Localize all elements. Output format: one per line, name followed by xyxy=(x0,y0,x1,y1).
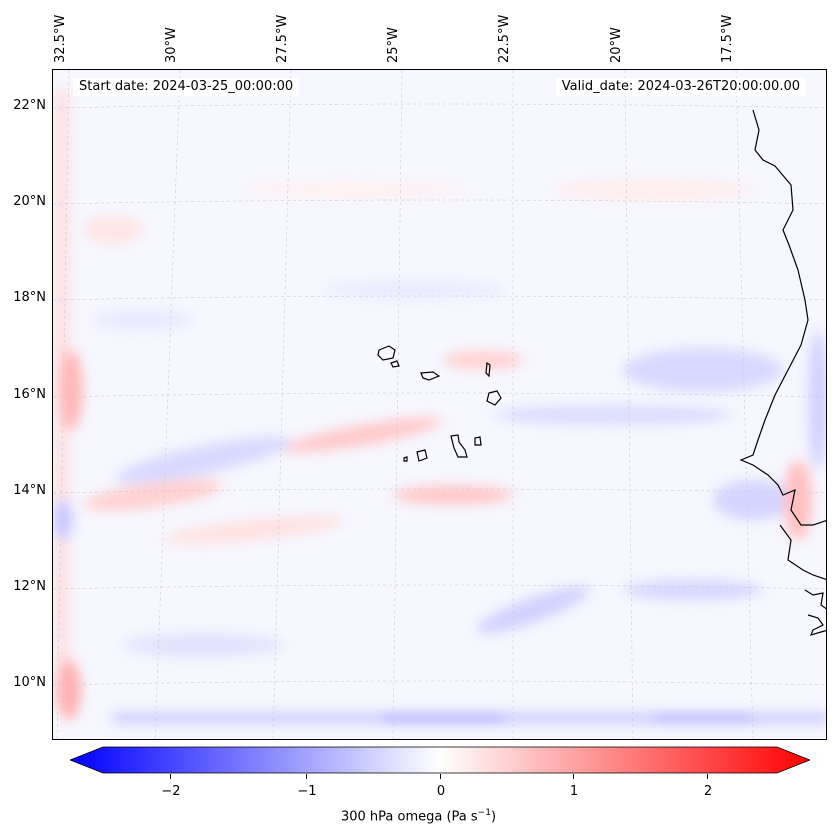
omega-field xyxy=(53,70,826,739)
colorbar-tick-label: 1 xyxy=(569,784,579,799)
lat-label-16n: 16°N xyxy=(13,387,46,402)
islands xyxy=(377,345,502,462)
omega-shading xyxy=(53,90,826,723)
colorbar xyxy=(68,745,812,775)
colorbar-tick-mark xyxy=(306,774,307,779)
start-date-label: Start date: 2024-03-25_00:00:00 xyxy=(73,78,300,96)
lat-label-10n: 10°N xyxy=(13,675,46,690)
colorbar-gradient xyxy=(68,746,812,774)
colorbar-tick-mark xyxy=(170,774,171,779)
colorbar-tick-mark xyxy=(440,774,441,779)
colorbar-tick-label: 0 xyxy=(436,784,446,799)
lat-label-20n: 20°N xyxy=(13,194,46,209)
colorbar-tick-mark xyxy=(707,774,708,779)
valid-date-label: Valid_date: 2024-03-26T20:00:00.00 xyxy=(555,78,806,96)
colorbar-label-suffix: ) xyxy=(490,809,497,825)
graticule xyxy=(53,70,826,739)
colorbar-tick-mark xyxy=(573,774,574,779)
lon-label-32.5w: 32.5°W xyxy=(53,14,68,63)
colorbar-tick-label: −1 xyxy=(297,784,317,799)
lon-label-20w: 20°W xyxy=(609,27,624,63)
colorbar-tick-label: 2 xyxy=(703,784,713,799)
coastline xyxy=(739,109,826,636)
omega-map: Start date: 2024-03-25_00:00:00 Valid_da… xyxy=(52,69,827,740)
lon-label-30w: 30°W xyxy=(164,27,179,63)
lon-label-22.5w: 22.5°W xyxy=(497,14,512,63)
lat-label-12n: 12°N xyxy=(13,579,46,594)
lat-label-14n: 14°N xyxy=(13,483,46,498)
lon-label-17.5w: 17.5°W xyxy=(720,14,735,63)
colorbar-label-text: 300 hPa omega (Pa s xyxy=(340,809,478,825)
lat-label-18n: 18°N xyxy=(13,290,46,305)
colorbar-tick-label: −2 xyxy=(161,784,181,799)
lon-label-27.5w: 27.5°W xyxy=(275,14,290,63)
lon-label-25w: 25°W xyxy=(386,27,401,63)
colorbar-label: 300 hPa omega (Pa s−1) xyxy=(0,808,837,824)
colorbar-label-exponent: −1 xyxy=(477,808,491,818)
lat-label-22n: 22°N xyxy=(13,98,46,113)
